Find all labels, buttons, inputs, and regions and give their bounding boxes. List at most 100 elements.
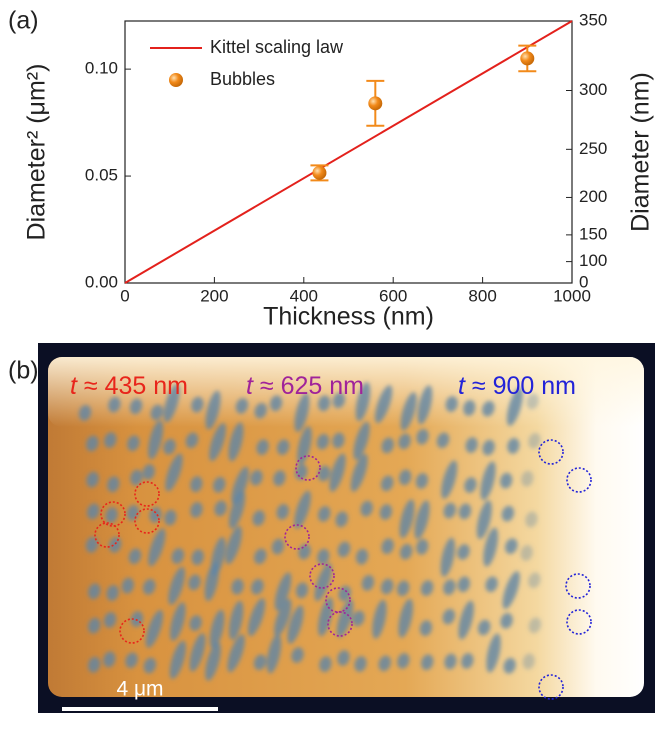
domain (420, 580, 434, 596)
domain (214, 500, 227, 517)
domain (501, 505, 515, 522)
kittel-line (124, 20, 573, 284)
domain (253, 654, 267, 671)
bubble-point (368, 96, 383, 111)
domain (528, 572, 541, 589)
domain (355, 548, 369, 565)
domain (252, 510, 265, 526)
domain (317, 597, 334, 637)
domain (235, 398, 249, 414)
domain (185, 432, 199, 449)
domain (228, 600, 244, 641)
domain (247, 598, 266, 637)
domain (142, 579, 156, 595)
domain (476, 500, 492, 540)
domain (416, 538, 429, 555)
domain (251, 579, 264, 595)
domain (458, 503, 472, 520)
domain (276, 439, 290, 456)
domain (332, 392, 346, 409)
domain (254, 402, 268, 419)
domain (360, 500, 373, 517)
domain (354, 656, 367, 672)
domain (318, 395, 331, 412)
domain (440, 537, 456, 577)
domain (421, 654, 434, 671)
domain (103, 612, 117, 628)
bubble-point (520, 51, 535, 66)
domain (461, 653, 474, 669)
domain (500, 612, 513, 629)
domain (436, 432, 450, 449)
domain (169, 640, 187, 680)
domain (164, 509, 177, 526)
domain (443, 579, 456, 596)
y-axis-label: Diameter² (μm²) (23, 64, 51, 241)
domain (228, 490, 246, 529)
highlight-circle (284, 524, 310, 550)
domain (400, 392, 417, 431)
domain (170, 602, 186, 641)
domain (381, 538, 394, 555)
annotation-symbol: t (70, 372, 78, 400)
domain (209, 609, 225, 649)
highlight-circle (566, 609, 592, 635)
domain (127, 435, 140, 452)
domain (148, 420, 164, 460)
domain (482, 439, 495, 456)
x-tick-label: 600 (379, 286, 407, 305)
domain (318, 506, 331, 522)
domain (129, 398, 143, 415)
domain (314, 563, 332, 602)
domain (500, 472, 513, 489)
highlight-circle (538, 674, 564, 700)
highlight-circle (94, 522, 120, 548)
domain (378, 655, 392, 672)
domain (361, 575, 375, 591)
domain (521, 470, 534, 487)
domain (319, 656, 332, 673)
afm-image: 4 μm t ≈ 435 nm t ≈ 625 nm t ≈ 900 nm (38, 343, 655, 713)
domain (266, 634, 282, 674)
domain (486, 633, 501, 673)
y2-tick-label: 300 (579, 80, 607, 99)
domain (85, 536, 99, 553)
domain (274, 572, 292, 611)
highlight-circle (327, 611, 353, 637)
domain (317, 548, 330, 565)
domain (168, 566, 186, 606)
domain (416, 428, 429, 445)
domain (414, 500, 430, 540)
domain (86, 503, 100, 520)
domain (316, 433, 330, 450)
domain (477, 619, 491, 636)
thickness-annotation: t ≈ 625 nm (246, 372, 364, 400)
annotation-text: ≈ 900 nm (472, 372, 576, 400)
domain (353, 421, 370, 461)
domain (103, 651, 116, 668)
thickness-annotation: t ≈ 900 nm (458, 372, 576, 400)
domain (163, 383, 180, 423)
domain (86, 435, 99, 452)
domain (520, 544, 533, 561)
plot-frame (124, 20, 573, 284)
domain (87, 656, 101, 673)
domain (106, 585, 119, 601)
x-axis-label: Thickness (nm) (263, 303, 434, 331)
highlight-circle (309, 563, 335, 589)
domain (352, 610, 365, 627)
domain (380, 578, 394, 595)
domain (317, 465, 331, 482)
domain (148, 528, 166, 567)
domain (329, 453, 346, 492)
x-tick-label: 800 (468, 286, 496, 305)
domain (396, 580, 410, 597)
domain (464, 477, 477, 493)
domain (225, 525, 242, 565)
domain (397, 653, 410, 669)
domain (273, 470, 286, 487)
domain (442, 608, 456, 625)
domain (271, 538, 285, 555)
domain (130, 469, 143, 486)
